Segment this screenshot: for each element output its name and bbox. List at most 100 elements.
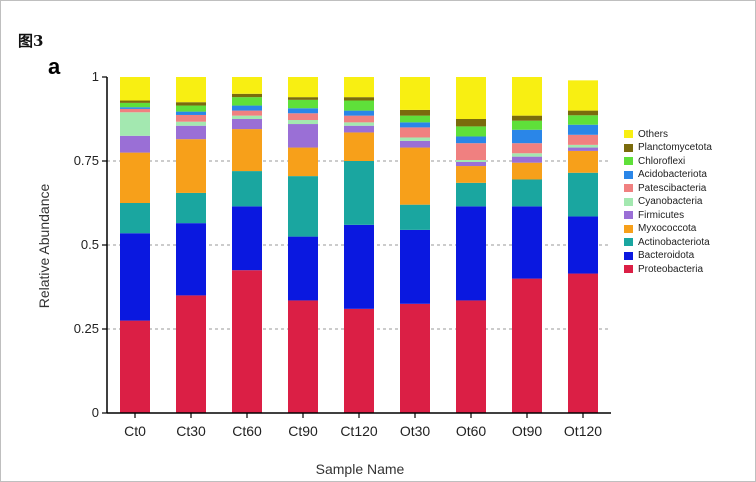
legend-swatch xyxy=(624,143,633,152)
bar-segment-acidobacteriota-ct120 xyxy=(344,110,374,116)
bar-segment-actinobacteriota-ct90 xyxy=(288,176,318,237)
bar-segment-cyanobacteria-ct0 xyxy=(120,112,150,136)
bar-segment-proteobacteria-ot30 xyxy=(400,303,430,413)
bar-segment-others-ct120 xyxy=(344,77,374,98)
x-axis-label: Sample Name xyxy=(316,461,405,477)
bar-segment-others-ot60 xyxy=(456,77,486,119)
bar-segment-others-ct0 xyxy=(120,77,150,101)
legend-label: Acidobacteriota xyxy=(638,169,707,180)
bar-segment-firmicutes-ot90 xyxy=(512,156,542,163)
bar-segment-actinobacteriota-ot30 xyxy=(400,204,430,230)
bar-segment-chloroflexi-ct30 xyxy=(176,105,206,112)
bar-segment-bacteroidota-ot60 xyxy=(456,206,486,301)
bar-segment-proteobacteria-ct30 xyxy=(176,295,206,413)
legend-item: Chloroflexi xyxy=(624,155,685,167)
bar-segment-cyanobacteria-ct30 xyxy=(176,121,206,126)
bar-segment-acidobacteriota-ct30 xyxy=(176,111,206,115)
y-tick-label: 0.75 xyxy=(74,153,99,168)
legend-item: Proteobacteria xyxy=(624,263,703,275)
y-axis-label: Relative Abundance xyxy=(36,184,52,309)
bar-segment-patescibacteria-ct60 xyxy=(232,110,262,116)
legend-swatch xyxy=(624,170,633,179)
x-tick-label: Ot30 xyxy=(400,423,431,439)
bar-segment-patescibacteria-ot60 xyxy=(456,143,486,160)
bar-segment-patescibacteria-ot30 xyxy=(400,127,430,138)
bar-segment-planctomycetota-ct30 xyxy=(176,102,206,106)
bar-segment-proteobacteria-ot60 xyxy=(456,300,486,413)
bar-segment-actinobacteriota-ct30 xyxy=(176,192,206,224)
x-tick-label: Ct60 xyxy=(232,423,262,439)
legend-item: Myxococcota xyxy=(624,223,696,235)
bar-segment-proteobacteria-ct60 xyxy=(232,270,262,413)
bar-segment-others-ct90 xyxy=(288,77,318,98)
bar-segment-planctomycetota-ct90 xyxy=(288,97,318,100)
bar-segment-myxococcota-ot90 xyxy=(512,162,542,180)
legend-swatch xyxy=(624,197,633,206)
bar-segment-acidobacteriota-ot30 xyxy=(400,122,430,128)
legend-swatch xyxy=(624,130,633,138)
legend-label: Others xyxy=(638,128,669,140)
bar-segment-cyanobacteria-ct120 xyxy=(344,122,374,126)
legend-item: Others xyxy=(624,128,668,140)
legend-swatch xyxy=(624,157,633,165)
bar-segment-proteobacteria-ct90 xyxy=(288,300,318,413)
legend-swatch xyxy=(624,265,633,273)
bar-segment-cyanobacteria-ot30 xyxy=(400,137,430,141)
x-ticks: Ct0 Ct30 Ct60 Ct90 Ct120 Ot30 Ot60 Ot90 Ot120 xyxy=(124,413,602,439)
bar-segment-actinobacteriota-ot120 xyxy=(568,172,598,217)
bar-segment-proteobacteria-ct120 xyxy=(344,308,374,413)
bar-segment-chloroflexi-ct90 xyxy=(288,99,318,109)
legend-swatch xyxy=(624,238,633,246)
bar-segment-actinobacteriota-ct0 xyxy=(120,203,150,234)
x-tick-label: Ot120 xyxy=(564,423,602,439)
bar-segment-firmicutes-ct120 xyxy=(344,125,374,133)
bar-segment-bacteroidota-ct30 xyxy=(176,223,206,296)
bar-segment-myxococcota-ct120 xyxy=(344,132,374,161)
legend-label: Myxococcota xyxy=(638,223,697,234)
bar-segment-bacteroidota-ct90 xyxy=(288,236,318,301)
bar-segment-cyanobacteria-ot120 xyxy=(568,144,598,148)
bar-segment-firmicutes-ot30 xyxy=(400,140,430,148)
bar-segment-actinobacteriota-ot60 xyxy=(456,182,486,207)
legend-swatch xyxy=(624,224,633,233)
bar-segment-chloroflexi-ct120 xyxy=(344,100,374,111)
x-tick-label: Ct90 xyxy=(288,423,318,439)
bar-segment-firmicutes-ot60 xyxy=(456,162,486,167)
legend-label: Proteobacteria xyxy=(638,263,704,275)
legend-label: Patescibacteria xyxy=(638,182,707,194)
legend-label: Chloroflexi xyxy=(638,155,686,167)
bar-segment-chloroflexi-ot60 xyxy=(456,126,486,137)
bar-segment-others-ot30 xyxy=(400,77,430,110)
legend-item: Firmicutes xyxy=(624,209,684,221)
bar-segment-patescibacteria-ct90 xyxy=(288,113,318,121)
bar-segment-planctomycetota-ot30 xyxy=(400,109,430,116)
bar-segment-myxococcota-ct0 xyxy=(120,152,150,203)
bar-segment-firmicutes-ot120 xyxy=(568,147,598,151)
x-tick-label: Ct120 xyxy=(340,423,378,439)
legend-label: Planctomycetota xyxy=(638,142,712,153)
bar-segment-myxococcota-ot120 xyxy=(568,150,598,173)
legend-swatch xyxy=(624,184,633,192)
legend-item: Planctomycetota xyxy=(624,142,712,154)
bar-segment-chloroflexi-ot30 xyxy=(400,115,430,123)
legend-swatch xyxy=(624,251,633,260)
legend-item: Bacteroidota xyxy=(624,250,694,262)
bar-segment-cyanobacteria-ot90 xyxy=(512,153,542,157)
figure-label: 图3 xyxy=(18,32,44,50)
bar-segment-myxococcota-ot30 xyxy=(400,147,430,205)
bar-segment-chloroflexi-ot120 xyxy=(568,115,598,125)
legend-item: Patescibacteria xyxy=(624,182,706,194)
bar-segment-planctomycetota-ct60 xyxy=(232,93,262,98)
bar-segment-bacteroidota-ct120 xyxy=(344,224,374,309)
bar-segment-chloroflexi-ct0 xyxy=(120,102,150,108)
bar-segment-firmicutes-ct30 xyxy=(176,125,206,140)
panel-label: a xyxy=(48,54,61,79)
bar-segment-others-ot120 xyxy=(568,80,598,111)
y-tick-label: 0.5 xyxy=(81,237,99,252)
bar-segment-cyanobacteria-ot60 xyxy=(456,159,486,163)
legend-label: Cyanobacteria xyxy=(638,196,703,207)
bar-segment-bacteroidota-ot120 xyxy=(568,216,598,274)
bar-segment-patescibacteria-ct120 xyxy=(344,115,374,123)
bar-segment-acidobacteriota-ot60 xyxy=(456,136,486,144)
bars xyxy=(120,77,598,413)
